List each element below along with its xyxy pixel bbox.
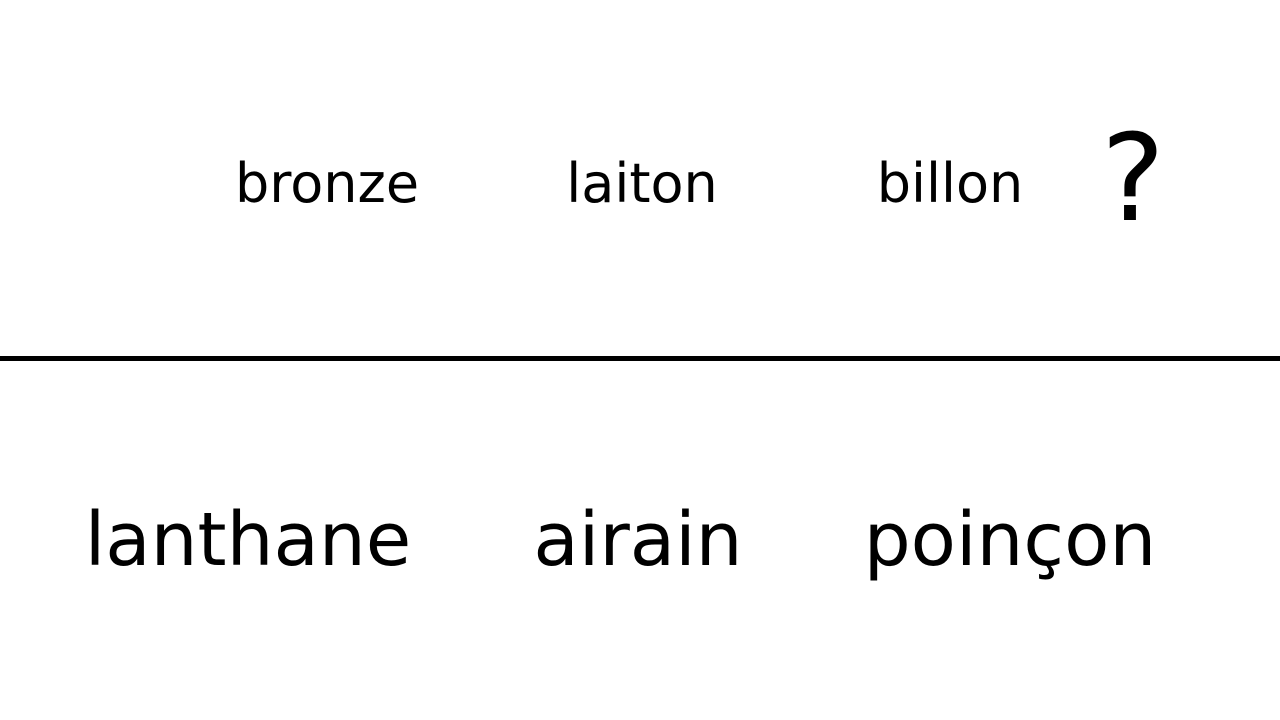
top-word-billon: billon xyxy=(876,152,1024,215)
top-word-laiton: laiton xyxy=(566,152,718,215)
bottom-word-airain: airain xyxy=(533,497,743,583)
bottom-word-lanthane: lanthane xyxy=(84,497,412,583)
top-word-bronze: bronze xyxy=(234,152,420,215)
bottom-word-poincon: poinçon xyxy=(863,497,1157,583)
horizontal-divider xyxy=(0,356,1280,361)
question-mark: ? xyxy=(1101,110,1165,249)
